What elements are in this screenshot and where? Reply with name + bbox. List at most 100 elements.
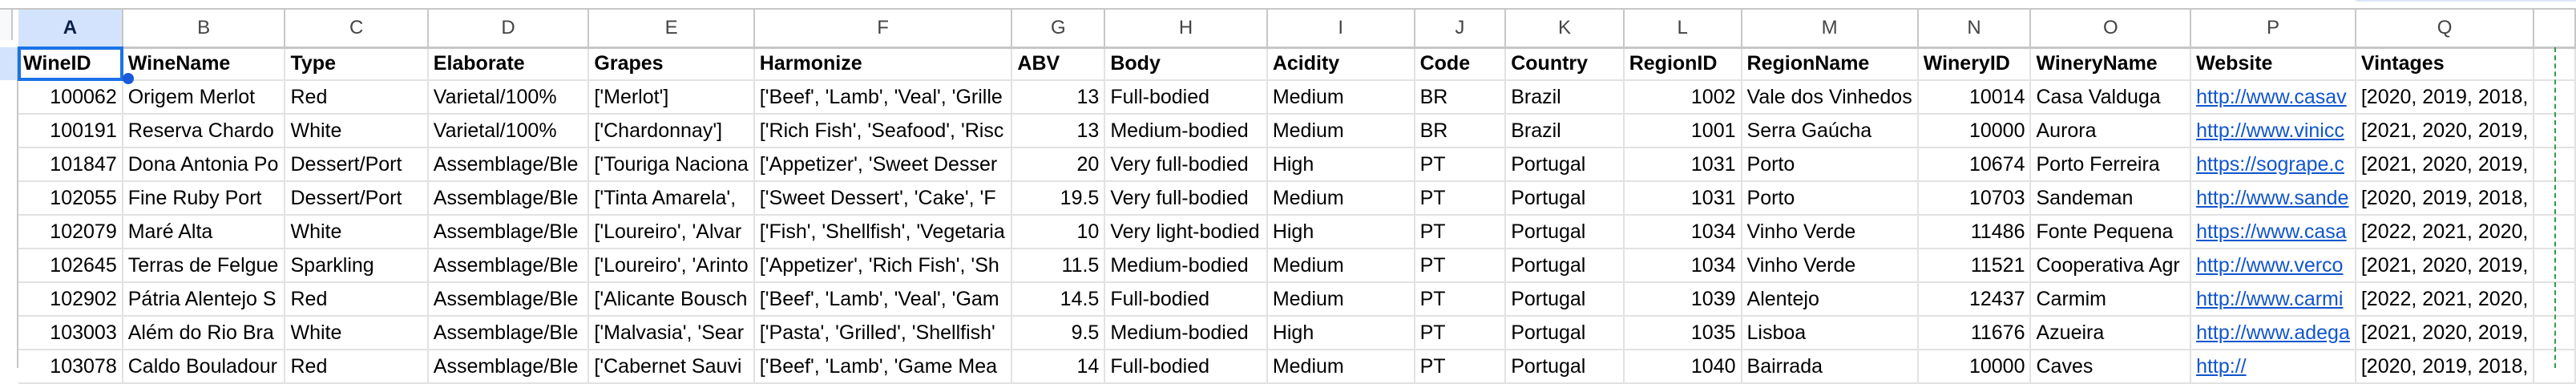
cell[interactable]: 100191 [18,114,123,148]
cell[interactable]: [2020, 2019, 2018, [2355,350,2535,384]
cell[interactable]: Very full-bodied [1104,181,1268,216]
fill-handle[interactable] [123,73,134,84]
cell[interactable]: 1031 [1623,181,1742,216]
row-header-strip[interactable] [0,47,18,368]
column-header-l[interactable]: L [1623,10,1742,49]
cell[interactable]: Assemblage/Ble [427,148,590,182]
cell[interactable]: Bairrada [1741,350,1919,384]
cell[interactable]: ['Tinta Amarela', [588,181,755,216]
cell[interactable]: 1034 [1623,249,1742,283]
cell[interactable]: 1034 [1623,215,1742,249]
cell[interactable]: Assemblage/Ble [427,249,590,283]
cell[interactable]: Dessert/Port [285,148,429,182]
cell[interactable]: BR [1414,114,1507,148]
cell[interactable]: Acidity [1266,47,1415,81]
cell[interactable]: 11486 [1917,215,2032,249]
cell[interactable]: https://sogrape.c [2190,148,2356,182]
cell[interactable]: http://www.casav [2190,80,2356,115]
column-header-n[interactable]: N [1917,10,2032,49]
cell[interactable]: Porto Ferreira [2030,148,2192,182]
cell[interactable]: 11521 [1917,249,2032,283]
cell[interactable]: 102902 [18,282,123,317]
cell[interactable]: Além do Rio Bra [122,316,286,350]
cell[interactable]: 12437 [1917,282,2032,317]
cell[interactable]: Vale dos Vinhedos [1741,80,1919,115]
cell[interactable]: ['Fish', 'Shellfish', 'Vegetaria [753,215,1013,249]
cell[interactable]: ['Sweet Dessert', 'Cake', 'F [753,181,1013,216]
cell[interactable]: Aurora [2030,114,2192,148]
cell[interactable]: 10703 [1917,181,2032,216]
cell[interactable]: Origem Merlot [122,80,286,115]
cell[interactable]: Medium-bodied [1104,114,1268,148]
cell[interactable]: 1031 [1623,148,1742,182]
cell[interactable]: Portugal [1505,148,1625,182]
cell[interactable]: Medium-bodied [1104,249,1268,283]
cell[interactable]: 10000 [1917,350,2032,384]
cell[interactable]: Body [1104,47,1268,81]
cell[interactable]: Elaborate [427,47,590,81]
cell[interactable]: ['Pasta', 'Grilled', 'Shellfish' [753,316,1013,350]
cell[interactable]: Fonte Pequena [2030,215,2192,249]
row-header-selected[interactable] [0,47,17,80]
cell[interactable]: PT [1414,350,1507,384]
cell[interactable]: http://www.carmi [2190,282,2356,317]
cell[interactable]: 20 [1011,148,1106,182]
cell[interactable]: 1001 [1623,114,1742,148]
cell[interactable]: Medium [1266,80,1415,115]
cell[interactable]: ['Malvasia', 'Sear [588,316,755,350]
cell[interactable]: Medium [1266,282,1415,317]
cell[interactable]: 1040 [1623,350,1742,384]
cell[interactable]: WineryID [1917,47,2032,81]
cell[interactable]: http://www.vinicc [2190,114,2356,148]
cell[interactable]: Fine Ruby Port [122,181,286,216]
cell[interactable]: Code [1414,47,1507,81]
cell[interactable]: Medium [1266,249,1415,283]
column-header-c[interactable]: C [285,10,429,49]
column-header-a[interactable]: A [18,10,123,49]
cell[interactable]: Red [285,282,429,317]
cell[interactable]: Pátria Alentejo S [122,282,286,317]
cell[interactable]: Red [285,80,429,115]
column-header-r[interactable] [2534,10,2576,49]
cell[interactable]: ['Appetizer', 'Sweet Desser [753,148,1013,182]
cell[interactable]: High [1266,316,1415,350]
cell[interactable]: Caves [2030,350,2192,384]
column-header-i[interactable]: I [1266,10,1415,49]
cell[interactable]: 19.5 [1011,181,1106,216]
cell[interactable]: ['Alicante Bousch [588,282,755,317]
cell[interactable]: Harmonize [753,47,1013,81]
cell[interactable]: 103003 [18,316,123,350]
cell[interactable]: PT [1414,215,1507,249]
cell[interactable]: Lisboa [1741,316,1919,350]
cell[interactable]: 14.5 [1011,282,1106,317]
column-header-b[interactable]: B [122,10,286,49]
cell[interactable]: 102079 [18,215,123,249]
cell[interactable]: Dona Antonia Po [122,148,286,182]
cell[interactable]: ['Touriga Naciona [588,148,755,182]
cell[interactable]: 102645 [18,249,123,283]
cell[interactable]: 13 [1011,114,1106,148]
cell[interactable]: 1039 [1623,282,1742,317]
cell[interactable]: [2021, 2020, 2019, [2355,249,2535,283]
cell[interactable]: Cooperativa Agr [2030,249,2192,283]
cell[interactable]: ABV [1011,47,1106,81]
cell[interactable]: https://www.casa [2190,215,2356,249]
cell[interactable]: ['Beef', 'Lamb', 'Game Mea [753,350,1013,384]
cell[interactable]: Vinho Verde [1741,215,1919,249]
cell[interactable]: PT [1414,249,1507,283]
column-header-k[interactable]: K [1505,10,1625,49]
cell[interactable]: [2021, 2020, 2019, [2355,316,2535,350]
cell[interactable]: Casa Valduga [2030,80,2192,115]
cell[interactable]: http://www.adega [2190,316,2356,350]
column-header-o[interactable]: O [2030,10,2192,49]
cell[interactable]: Assemblage/Ble [427,282,590,317]
cell[interactable]: Portugal [1505,215,1625,249]
cell[interactable]: Serra Gaúcha [1741,114,1919,148]
cell[interactable]: Porto [1741,181,1919,216]
cell[interactable]: Full-bodied [1104,282,1268,317]
cell[interactable]: Reserva Chardo [122,114,286,148]
cell[interactable]: [2020, 2019, 2018, [2355,80,2535,115]
cell[interactable]: RegionName [1741,47,1919,81]
cell[interactable]: http://www.verco [2190,249,2356,283]
cell[interactable]: Medium [1266,181,1415,216]
